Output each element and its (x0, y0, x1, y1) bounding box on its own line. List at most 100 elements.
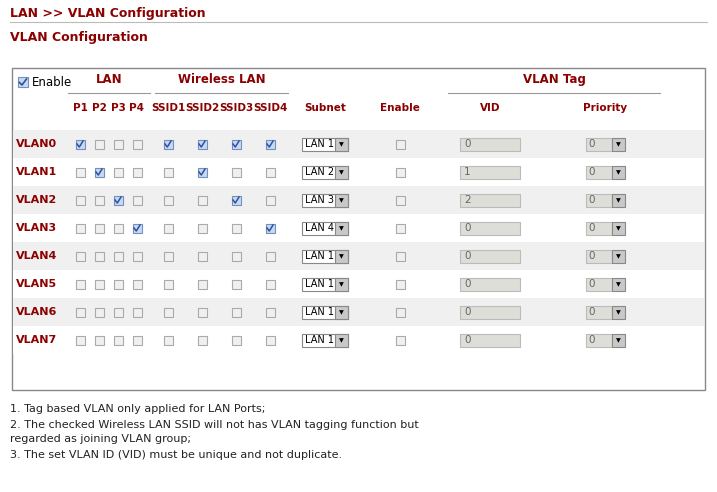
Bar (335, 277, 348, 290)
Bar (95, 251, 103, 260)
Bar (232, 140, 240, 149)
Bar (13, 214, 704, 242)
Text: 0: 0 (464, 223, 470, 233)
Bar (335, 193, 348, 207)
Text: VLAN Configuration: VLAN Configuration (10, 31, 148, 44)
Text: SSID2: SSID2 (185, 103, 219, 113)
Text: 0: 0 (589, 335, 595, 345)
Bar (612, 193, 625, 207)
Text: Enable: Enable (380, 103, 420, 113)
Text: 1: 1 (464, 167, 470, 177)
Text: ▼: ▼ (339, 226, 344, 231)
Text: VID: VID (480, 103, 500, 113)
Bar (265, 279, 275, 288)
Bar (586, 334, 612, 346)
Text: VLAN1: VLAN1 (16, 167, 57, 177)
Bar (133, 308, 141, 316)
Text: LAN >> VLAN Configuration: LAN >> VLAN Configuration (10, 7, 206, 21)
Text: ▼: ▼ (616, 198, 620, 203)
Text: VLAN2: VLAN2 (16, 195, 57, 205)
Text: ▼: ▼ (339, 142, 344, 147)
Text: LAN: LAN (95, 73, 123, 86)
Bar (163, 336, 173, 344)
Bar (197, 279, 206, 288)
Text: ▼: ▼ (339, 254, 344, 259)
Bar (197, 140, 206, 149)
Text: P2: P2 (92, 103, 106, 113)
Bar (133, 140, 141, 149)
Bar (612, 165, 625, 179)
Bar (113, 308, 123, 316)
Text: 0: 0 (589, 307, 595, 317)
Text: Subnet: Subnet (304, 103, 346, 113)
Text: 1. Tag based VLAN only applied for LAN Ports;: 1. Tag based VLAN only applied for LAN P… (10, 404, 265, 414)
Bar (133, 223, 141, 233)
Bar (460, 165, 520, 179)
Bar (12, 68, 705, 390)
Text: ▼: ▼ (616, 338, 620, 343)
Text: 0: 0 (464, 251, 470, 261)
Bar (396, 279, 404, 288)
Bar (396, 308, 404, 316)
Bar (75, 336, 85, 344)
Bar (75, 223, 85, 233)
Bar (197, 308, 206, 316)
Bar (232, 279, 240, 288)
Bar (396, 167, 404, 177)
Text: LAN 1: LAN 1 (305, 307, 334, 317)
Text: VLAN4: VLAN4 (16, 251, 57, 261)
Text: 3. The set VLAN ID (VID) must be unique and not duplicate.: 3. The set VLAN ID (VID) must be unique … (10, 450, 342, 460)
Bar (612, 137, 625, 151)
Bar (586, 165, 612, 179)
Bar (586, 193, 612, 207)
Text: P1: P1 (72, 103, 87, 113)
Bar (13, 158, 704, 186)
Bar (95, 195, 103, 205)
Text: 0: 0 (464, 307, 470, 317)
Bar (396, 336, 404, 344)
Bar (302, 277, 348, 290)
Bar (265, 140, 275, 149)
Bar (133, 279, 141, 288)
Bar (95, 308, 103, 316)
Text: ▼: ▼ (616, 226, 620, 231)
Text: LAN 1: LAN 1 (305, 139, 334, 149)
Bar (302, 249, 348, 263)
Bar (133, 195, 141, 205)
Bar (95, 167, 103, 177)
Bar (265, 251, 275, 260)
Text: ▼: ▼ (339, 338, 344, 343)
Bar (113, 223, 123, 233)
Bar (612, 249, 625, 263)
Text: ▼: ▼ (616, 170, 620, 175)
Bar (265, 223, 275, 233)
Bar (335, 137, 348, 151)
Bar (163, 140, 173, 149)
Bar (396, 223, 404, 233)
Text: LAN 4: LAN 4 (305, 223, 334, 233)
Text: P3: P3 (110, 103, 125, 113)
Bar (163, 308, 173, 316)
Text: ▼: ▼ (339, 310, 344, 315)
Bar (163, 223, 173, 233)
Bar (13, 270, 704, 298)
Bar (197, 336, 206, 344)
Text: VLAN3: VLAN3 (16, 223, 57, 233)
Bar (396, 251, 404, 260)
Text: LAN 1: LAN 1 (305, 335, 334, 345)
Bar (232, 251, 240, 260)
Text: 0: 0 (464, 335, 470, 345)
Bar (197, 251, 206, 260)
Bar (113, 195, 123, 205)
Text: 0: 0 (589, 195, 595, 205)
Text: 2: 2 (464, 195, 470, 205)
Bar (265, 167, 275, 177)
Bar (460, 249, 520, 263)
Bar (232, 308, 240, 316)
Bar (460, 334, 520, 346)
Text: 0: 0 (589, 251, 595, 261)
Bar (13, 326, 704, 354)
Bar (612, 306, 625, 318)
Text: 0: 0 (464, 139, 470, 149)
Bar (163, 251, 173, 260)
